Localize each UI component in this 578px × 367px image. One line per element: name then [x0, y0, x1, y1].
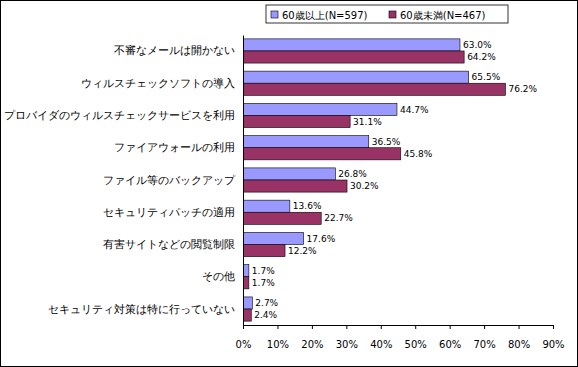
x-tick: 80%	[508, 325, 530, 350]
y-tick: プロバイダのウィルスチェックサービスを利用	[4, 109, 243, 122]
y-tick-label: ファイアウォールの利用	[114, 141, 235, 154]
y-tick-label: セキュリティパッチの適用	[103, 206, 235, 219]
y-tick: 有害サイトなどの閲覧制限	[103, 238, 243, 251]
x-tick-mark	[553, 325, 554, 329]
data-label: 13.6%	[293, 201, 322, 211]
legend: 60歳以上(N=597) 60歳未満(N=467)	[266, 5, 508, 23]
bars	[243, 39, 505, 321]
x-tick-mark	[519, 325, 520, 329]
y-tick-label: 不審なメールは開かない	[114, 44, 235, 57]
x-tick: 10%	[267, 325, 289, 350]
data-label: 44.7%	[400, 105, 429, 115]
x-tick-mark	[484, 325, 485, 329]
bar	[243, 148, 401, 160]
y-tick-label: 有害サイトなどの閲覧制限	[103, 238, 235, 251]
bar	[243, 136, 369, 148]
legend-item: 60歳未満(N=467)	[389, 10, 486, 21]
bar	[243, 51, 464, 63]
data-label: 63.0%	[463, 40, 492, 50]
x-tick-label: 40%	[370, 339, 392, 350]
x-tick: 90%	[542, 325, 564, 350]
bar	[243, 297, 252, 309]
data-label: 2.4%	[254, 310, 277, 320]
x-tick: 60%	[439, 325, 461, 350]
x-tick-mark	[381, 325, 382, 329]
legend-swatch	[271, 11, 278, 18]
x-tick-mark	[450, 325, 451, 329]
x-tick-label: 60%	[439, 339, 461, 350]
y-tick-label: プロバイダのウィルスチェックサービスを利用	[4, 109, 235, 122]
data-label: 22.7%	[324, 213, 353, 223]
y-axis: 不審なメールは開かないウィルスチェックソフトの導入プロバイダのウィルスチェックサ…	[4, 36, 244, 326]
y-tick: その他	[202, 270, 243, 283]
bar	[243, 83, 505, 95]
x-tick-label: 30%	[336, 339, 358, 350]
x-tick-label: 10%	[267, 339, 289, 350]
y-axis-line	[243, 36, 244, 326]
bar	[243, 103, 397, 115]
data-label: 1.7%	[252, 278, 275, 288]
y-tick-label: ウィルスチェックソフトの導入	[81, 77, 235, 90]
legend-box	[266, 5, 508, 23]
y-tick: ファイアウォールの利用	[114, 141, 243, 154]
x-tick: 70%	[473, 325, 495, 350]
data-label: 30.2%	[350, 181, 379, 191]
x-axis-line	[244, 326, 554, 330]
y-tick-label: セキュリティ対策は特に行っていない	[48, 303, 235, 316]
legend-label: 60歳未満(N=467)	[400, 10, 486, 21]
x-tick-label: 90%	[542, 339, 564, 350]
data-label: 17.6%	[307, 234, 336, 244]
data-label: 65.5%	[472, 72, 501, 82]
y-tick-label: その他	[202, 270, 235, 283]
legend-label: 60歳以上(N=597)	[282, 10, 368, 21]
bar	[243, 71, 469, 83]
legend-swatch	[389, 11, 396, 18]
plot: 63.0% 65.5% 44.7% 36.5% 26.8% 13.6% 17.6% 1.7% 2…	[4, 36, 565, 351]
x-tick-mark	[277, 325, 278, 329]
y-tick: セキュリティパッチの適用	[103, 206, 243, 219]
bar	[243, 212, 321, 224]
bar	[243, 168, 335, 180]
x-tick-label: 70%	[473, 339, 495, 350]
data-label: 36.5%	[372, 137, 401, 147]
x-tick-label: 80%	[508, 339, 530, 350]
x-axis: 0% 10% 20% 30% 40% 50% 60% 70% 80% 90%	[236, 325, 565, 350]
y-tick: ファイル等のバックアップ	[103, 174, 243, 187]
x-tick: 40%	[370, 325, 392, 350]
bar	[243, 180, 347, 192]
legend-item: 60歳以上(N=597)	[271, 10, 368, 21]
x-tick-mark	[415, 325, 416, 329]
x-tick-mark	[312, 325, 313, 329]
data-label: 45.8%	[404, 149, 433, 159]
x-tick: 0%	[236, 325, 252, 350]
chart-border	[1, 1, 578, 367]
data-label: 1.7%	[252, 266, 275, 276]
data-label: 2.7%	[255, 298, 278, 308]
chart: 63.0% 65.5% 44.7% 36.5% 26.8% 13.6% 17.6% 1.7% 2…	[0, 0, 578, 367]
data-label: 76.2%	[508, 84, 537, 94]
bar	[243, 200, 290, 212]
y-tick: 不審なメールは開かない	[114, 44, 243, 57]
y-tick-label: ファイル等のバックアップ	[103, 174, 236, 187]
x-tick: 30%	[336, 325, 358, 350]
bar	[243, 245, 285, 257]
bar	[243, 232, 304, 244]
bar	[243, 39, 460, 51]
data-label: 26.8%	[338, 169, 367, 179]
x-tick-mark	[243, 325, 244, 329]
data-label: 31.1%	[353, 117, 382, 127]
bar	[243, 309, 251, 321]
x-tick-label: 0%	[236, 339, 252, 350]
x-tick-label: 20%	[301, 339, 323, 350]
x-tick-label: 50%	[405, 339, 427, 350]
data-label: 64.2%	[467, 52, 496, 62]
x-tick: 50%	[405, 325, 427, 350]
y-tick: ウィルスチェックソフトの導入	[81, 77, 243, 90]
data-label: 12.2%	[288, 246, 317, 256]
x-tick: 20%	[301, 325, 323, 350]
data-labels: 63.0% 65.5% 44.7% 36.5% 26.8% 13.6% 17.6% 1.7% 2…	[252, 40, 538, 320]
bar	[243, 115, 350, 127]
y-tick: セキュリティ対策は特に行っていない	[48, 303, 243, 316]
x-tick-mark	[346, 325, 347, 329]
